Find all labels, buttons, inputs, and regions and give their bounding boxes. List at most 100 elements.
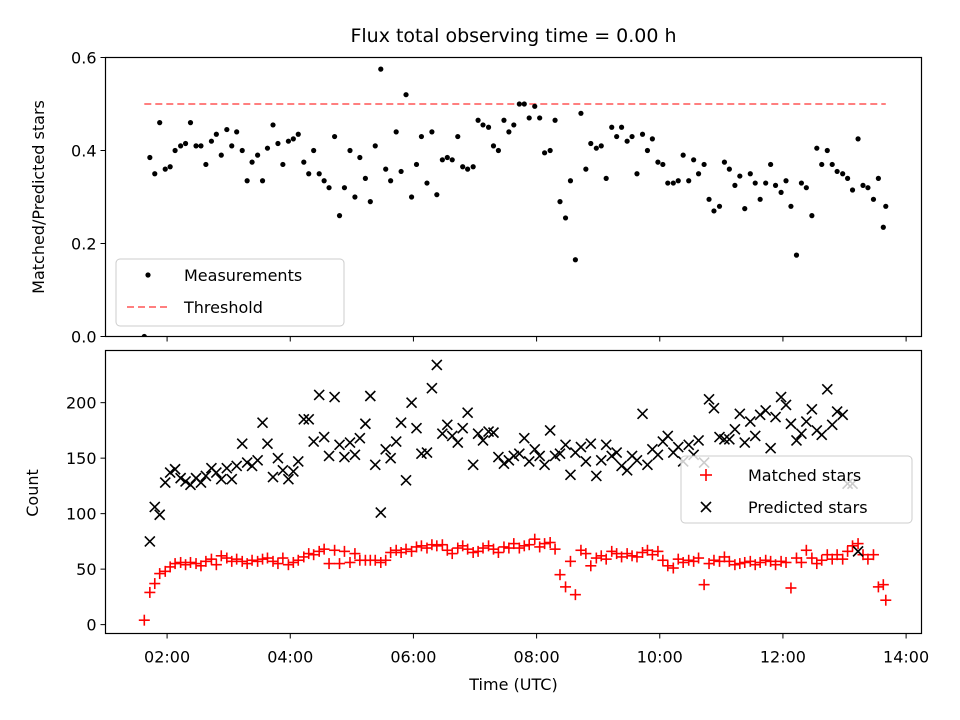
matched-star-marker [775, 555, 787, 567]
measurement-point [695, 171, 702, 177]
measurement-point [844, 175, 851, 181]
measurement-point [706, 196, 712, 202]
predicted-star-marker [457, 422, 469, 434]
predicted-star-marker [431, 359, 443, 371]
predicted-star-marker [621, 464, 633, 476]
predicted-star-marker [385, 452, 397, 464]
predicted-star-marker [760, 404, 772, 416]
matched-star-marker [785, 582, 797, 594]
matched-star-marker [708, 554, 720, 566]
matched-star-marker [252, 555, 264, 567]
matched-star-marker [637, 546, 649, 558]
measurement-point [562, 215, 569, 221]
matched-star-marker [313, 545, 325, 557]
bottom-legend-box [680, 455, 913, 524]
matched-star-marker [770, 559, 782, 571]
predicted-star-marker [765, 442, 777, 454]
matched-star-marker [739, 556, 751, 568]
measurement-point [778, 189, 784, 195]
matched-star-marker [837, 553, 849, 565]
legend-threshold-label: Threshold [183, 298, 263, 317]
predicted-star-marker [287, 465, 299, 478]
measurement-point [526, 115, 532, 121]
predicted-star-marker [303, 413, 315, 425]
matched-star-marker [795, 556, 807, 568]
measurement-point [465, 166, 471, 172]
measurement-point [588, 140, 594, 147]
measurement-point [485, 124, 492, 130]
measurement-point [506, 129, 512, 135]
predicted-star-marker [406, 397, 418, 409]
matched-star-marker [806, 552, 818, 564]
measurement-point [583, 166, 589, 172]
matched-star-marker [329, 544, 341, 556]
predicted-star-marker [595, 454, 607, 466]
measurement-point [224, 126, 230, 133]
measurement-point [819, 161, 825, 168]
legend-predicted-label: Predicted stars [748, 498, 868, 517]
legend-matched-label: Matched stars [748, 466, 861, 485]
predicted-star-marker [390, 435, 402, 448]
measurement-point [680, 152, 686, 158]
x-tick-label: 06:00 [390, 648, 436, 667]
predicted-star-marker [154, 509, 166, 521]
measurement-point [649, 136, 655, 142]
x-tick-label: 04:00 [267, 648, 313, 667]
predicted-star-marker [175, 472, 187, 484]
predicted-star-marker [400, 474, 412, 486]
measurement-point [203, 161, 209, 168]
legend-predicted-marker [700, 501, 712, 513]
matched-star-marker [149, 578, 161, 590]
measurement-point [747, 171, 753, 177]
top-y-tick-label: 0.2 [71, 235, 96, 254]
matched-star-marker [667, 562, 679, 574]
measurement-point [480, 122, 486, 128]
measurement-point [768, 161, 774, 168]
matched-star-marker [380, 554, 392, 566]
bottom-legend: Matched stars Predicted stars [680, 455, 913, 524]
measurement-point [803, 185, 809, 191]
measurement-point [557, 199, 563, 205]
matched-star-marker [338, 545, 350, 557]
matched-star-marker [369, 554, 381, 566]
predicted-star-marker [313, 389, 325, 401]
matched-star-marker [677, 556, 689, 568]
matched-star-marker [723, 555, 735, 567]
measurement-point [306, 171, 312, 177]
predicted-star-marker [652, 449, 664, 461]
bottom-y-tick-label: 0 [86, 616, 96, 635]
matched-star-marker [600, 553, 612, 565]
predicted-star-marker [785, 418, 797, 430]
matched-star-marker [646, 549, 658, 561]
top-panel: 0.0 0.2 0.4 0.6 Matched/Predicted stars Mea… [29, 49, 923, 347]
matched-star-marker [272, 558, 284, 570]
predicted-star-marker [354, 432, 366, 444]
predicted-star-marker [575, 441, 587, 453]
matched-star-marker [323, 558, 335, 570]
x-axis-label: Time (UTC) [468, 675, 557, 694]
matched-star-marker [277, 552, 289, 564]
measurement-point [413, 161, 420, 168]
predicted-star-marker [164, 467, 176, 479]
predicted-star-marker [534, 450, 546, 462]
matched-star-marker [523, 539, 535, 551]
matched-star-marker [210, 559, 222, 571]
matched-star-marker [452, 542, 464, 554]
measurement-point [429, 129, 435, 135]
x-tick-label: 12:00 [760, 648, 806, 667]
bottom-y-tick-label: 50 [76, 560, 96, 579]
matched-star-marker [498, 541, 510, 553]
chart-title: Flux total observing time = 0.00 h [350, 25, 676, 47]
predicted-star-marker [349, 449, 361, 461]
predicted-star-marker [498, 458, 510, 470]
predicted-star-marker [256, 417, 269, 429]
measurement-point [455, 133, 461, 140]
matched-star-marker [215, 550, 227, 562]
measurement-point [629, 133, 635, 140]
matched-star-marker [169, 558, 181, 570]
matched-star-marker [749, 559, 761, 571]
predicted-star-marker [261, 438, 274, 450]
predicted-star-marker [852, 545, 864, 557]
